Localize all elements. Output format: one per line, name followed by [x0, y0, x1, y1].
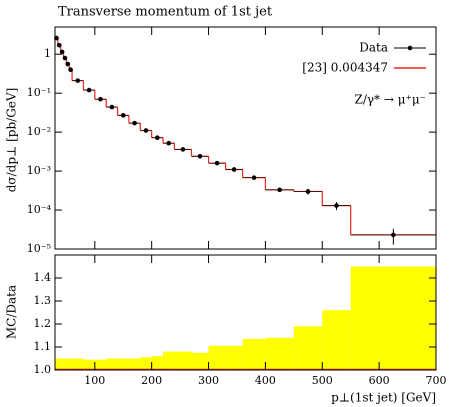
uncertainty-band — [208, 345, 226, 370]
x-tick-label: 700 — [426, 374, 447, 387]
data-point — [180, 147, 186, 152]
data-point — [56, 42, 62, 48]
data-point — [143, 128, 149, 133]
uncertainty-band — [57, 358, 61, 370]
uncertainty-band — [63, 358, 67, 370]
data-point — [197, 153, 203, 159]
uncertainty-band — [140, 357, 152, 370]
plot-frame — [54, 26, 437, 250]
y-tick-label: 1.2 — [34, 317, 52, 330]
data-point — [75, 78, 81, 83]
data-point — [59, 49, 65, 55]
uncertainty-band — [66, 358, 70, 370]
data-point — [65, 61, 71, 67]
data-point — [109, 104, 115, 110]
data-point — [120, 113, 126, 118]
uncertainty-band — [117, 358, 129, 370]
ratio-y-axis-label: MC/Data — [5, 285, 19, 339]
data-point — [277, 187, 282, 193]
chart-title: Transverse momentum of 1st jet — [58, 5, 273, 20]
uncertainty-band — [151, 356, 164, 370]
y-tick-label: 1 — [44, 47, 51, 60]
legend-swatch — [407, 45, 413, 51]
data-point — [214, 160, 220, 166]
uncertainty-band — [55, 358, 58, 370]
uncertainty-band — [191, 352, 209, 370]
y-tick-label: 10⁻⁴ — [27, 203, 52, 216]
y-tick-label: 10⁻¹ — [27, 86, 51, 99]
data-point — [251, 175, 257, 180]
legend-label: [23] 0.004347 — [302, 61, 388, 75]
uncertainty-band — [106, 358, 118, 370]
data-point — [391, 232, 396, 238]
uncertainty-band — [225, 345, 243, 370]
uncertainty-band — [69, 358, 73, 370]
x-tick-label: 100 — [84, 374, 105, 387]
data-point — [62, 55, 68, 61]
y-tick-label: 1.3 — [34, 294, 52, 307]
y-tick-label: 10⁻⁵ — [27, 242, 51, 255]
uncertainty-band — [293, 326, 323, 370]
y-tick-label: 1.4 — [34, 271, 52, 284]
y-tick-label: 1.1 — [34, 340, 52, 353]
data-point — [155, 135, 160, 140]
uncertainty-band — [60, 358, 64, 370]
data-point — [305, 189, 311, 194]
uncertainty-band — [94, 359, 107, 370]
data-point — [68, 67, 73, 73]
annotation: Z/γ* → μ⁺μ⁻ — [354, 93, 426, 107]
data-point — [86, 87, 92, 93]
plot-frame — [54, 254, 437, 371]
x-tick-label: 500 — [312, 374, 333, 387]
uncertainty-band — [163, 351, 175, 370]
y-axis-label: dσ/dp⊥ [pb/GeV] — [5, 88, 19, 193]
data-point — [334, 203, 339, 208]
data-point — [166, 140, 172, 146]
data-point — [132, 120, 137, 126]
x-tick-label: 400 — [255, 374, 276, 387]
uncertainty-band — [242, 338, 266, 370]
uncertainty-band — [350, 266, 436, 370]
uncertainty-band — [83, 359, 95, 370]
uncertainty-band — [174, 351, 192, 370]
data-point — [98, 96, 103, 102]
legend-label: Data — [359, 41, 388, 55]
y-tick-label: 1.0 — [34, 363, 52, 376]
x-tick-label: 300 — [198, 374, 219, 387]
x-tick-label: 200 — [141, 374, 162, 387]
x-tick-label: 600 — [369, 374, 390, 387]
y-tick-label: 10⁻² — [27, 125, 51, 138]
uncertainty-band — [265, 337, 294, 370]
x-axis-label: p⊥(1st jet) [GeV] — [331, 391, 436, 405]
data-point — [231, 167, 237, 172]
y-tick-label: 10⁻³ — [27, 164, 51, 177]
uncertainty-band — [322, 310, 351, 370]
uncertainty-band — [72, 358, 84, 370]
uncertainty-band — [128, 358, 141, 370]
